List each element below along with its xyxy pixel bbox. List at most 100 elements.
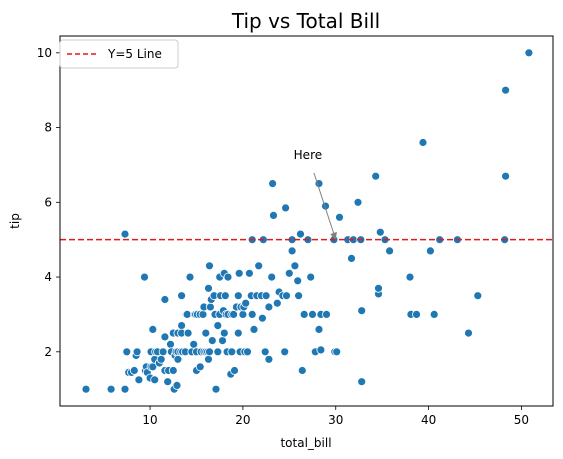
points-layer — [81, 48, 534, 394]
data-point — [134, 375, 144, 385]
data-point — [316, 345, 326, 355]
data-point — [254, 261, 264, 271]
data-point — [464, 328, 473, 338]
data-point — [148, 324, 158, 334]
data-point — [501, 85, 511, 95]
data-point — [150, 375, 160, 385]
data-point — [204, 354, 213, 364]
x-tick-label: 10 — [142, 413, 157, 427]
legend-box — [59, 39, 179, 69]
x-axis-label: total_bill — [280, 436, 331, 450]
data-point — [267, 272, 277, 282]
data-point — [374, 283, 383, 293]
data-point — [347, 253, 356, 263]
data-point — [473, 291, 483, 301]
data-point — [220, 291, 230, 301]
data-point — [353, 197, 363, 207]
data-point — [132, 347, 142, 357]
data-point — [293, 276, 303, 286]
data-point — [205, 261, 214, 271]
data-point — [425, 246, 435, 256]
data-point — [177, 321, 187, 331]
data-point — [332, 347, 342, 357]
data-point — [296, 229, 305, 239]
data-point — [335, 212, 344, 222]
annotation-arrow — [313, 172, 335, 234]
data-point — [168, 366, 178, 375]
data-point — [371, 171, 381, 181]
y-tick-label: 6 — [44, 195, 52, 209]
x-tick-label: 20 — [235, 413, 250, 427]
data-point — [297, 366, 307, 375]
data-point — [156, 354, 166, 364]
data-point — [227, 347, 237, 357]
y-axis: 2 4 6 8 10 — [37, 46, 60, 359]
y-tick-label: 8 — [44, 121, 52, 135]
legend-label: Y=5 Line — [107, 47, 162, 61]
plot-frame — [59, 35, 554, 407]
data-point — [249, 324, 259, 334]
data-point — [122, 347, 132, 357]
data-point — [211, 384, 221, 394]
data-point — [140, 272, 149, 282]
data-point — [429, 309, 439, 319]
data-point — [284, 268, 294, 278]
data-point — [287, 246, 297, 256]
data-point — [257, 313, 267, 323]
data-point — [294, 291, 304, 301]
data-point — [166, 339, 175, 349]
data-point — [418, 138, 428, 147]
data-point — [160, 332, 170, 342]
legend: Y=5 Line — [59, 39, 179, 69]
data-point — [173, 354, 183, 364]
data-point — [204, 283, 213, 293]
data-point — [308, 309, 317, 319]
data-point — [405, 272, 415, 282]
data-point — [120, 384, 130, 394]
data-point — [129, 366, 139, 375]
data-point — [281, 203, 291, 213]
data-point — [195, 362, 205, 372]
data-point — [163, 377, 173, 387]
data-point — [306, 272, 316, 282]
data-point — [160, 295, 170, 304]
data-point — [357, 306, 367, 316]
data-point — [241, 298, 251, 308]
data-point — [205, 347, 214, 357]
data-point — [260, 347, 270, 357]
data-point — [243, 347, 252, 357]
data-point — [247, 309, 257, 319]
x-tick-label: 30 — [328, 413, 343, 427]
annotation-text: Here — [294, 148, 322, 162]
data-point — [207, 336, 217, 346]
data-point — [201, 328, 211, 338]
data-point — [177, 291, 187, 301]
data-point — [183, 328, 193, 338]
data-point — [280, 347, 290, 357]
data-point — [234, 268, 244, 278]
data-point — [524, 48, 534, 58]
data-point — [158, 347, 168, 357]
data-point — [106, 384, 116, 394]
data-point — [233, 291, 243, 301]
data-point — [299, 309, 309, 319]
data-point — [233, 328, 243, 338]
annotation: Here — [294, 148, 337, 240]
data-point — [385, 246, 395, 256]
data-point — [120, 229, 130, 239]
data-point — [218, 336, 227, 346]
y-axis-label: tip — [8, 213, 22, 229]
data-point — [244, 268, 254, 278]
data-point — [189, 339, 199, 349]
data-point — [412, 309, 421, 319]
data-point — [219, 328, 229, 338]
data-point — [272, 298, 282, 308]
y-tick-label: 4 — [44, 270, 52, 284]
data-point — [238, 309, 248, 319]
data-point — [261, 291, 271, 301]
data-point — [198, 309, 208, 319]
data-point — [172, 380, 182, 390]
data-point — [185, 272, 195, 282]
x-axis: 10 20 30 40 50 — [142, 406, 529, 427]
